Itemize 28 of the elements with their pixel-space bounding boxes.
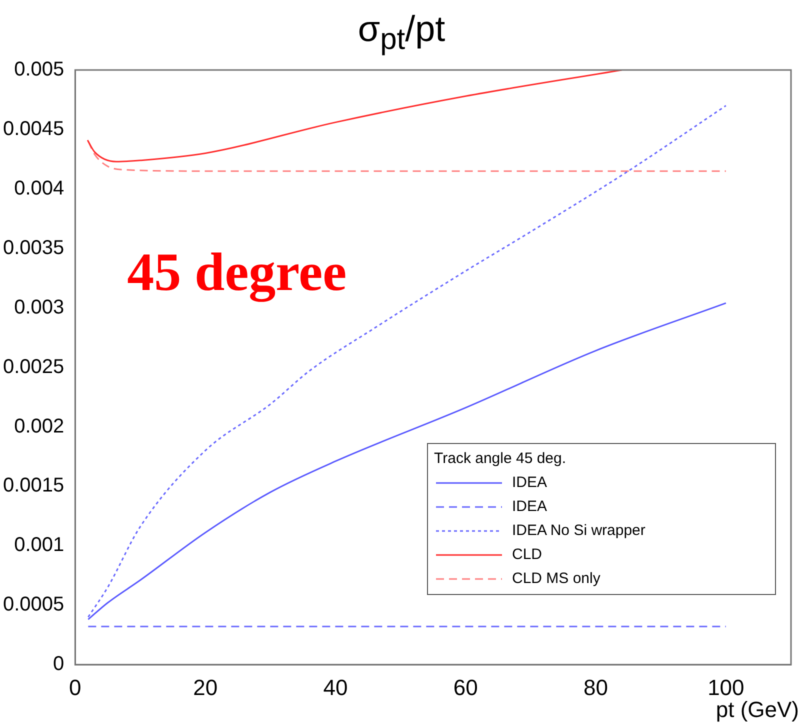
x-tick-label: 100 <box>708 674 744 700</box>
x-tick-label: 40 <box>323 674 348 700</box>
line-series <box>87 104 727 618</box>
y-tick-label: 0.002 <box>14 415 64 438</box>
legend-label: IDEA <box>512 472 548 493</box>
annotation: 45 degree <box>127 242 347 302</box>
y-tick-label: 0.0015 <box>3 474 64 497</box>
y-tick-label: 0.0025 <box>3 356 64 378</box>
x-axis-title: pt (GeV) <box>716 697 799 723</box>
y-tick-label: 0.0045 <box>3 118 64 140</box>
legend-label: CLD <box>512 544 542 565</box>
y-tick-label: 0.005 <box>14 58 64 81</box>
x-tick-label: 80 <box>584 674 608 700</box>
y-tick-label: 0.003 <box>14 296 64 318</box>
chart-title: σ$_{pt}$/pt <box>356 8 446 58</box>
y-tick-label: 0.004 <box>14 177 64 200</box>
y-tick-label: 0.0035 <box>3 236 64 259</box>
y-tick-label: 0 <box>53 653 64 676</box>
line-series <box>87 302 727 620</box>
x-tick-label: 60 <box>453 674 478 700</box>
legend-label: CLD MS only <box>512 568 600 589</box>
x-tick-label: 20 <box>193 674 218 700</box>
legend-title: Track angle 45 deg. <box>434 448 568 469</box>
x-tick-label: 0 <box>69 674 82 700</box>
legend-label: IDEA No Si wrapper <box>512 520 646 541</box>
legend-label: IDEA <box>512 496 548 517</box>
y-tick-label: 0.0005 <box>3 594 64 616</box>
y-tick-label: 0.001 <box>14 534 64 556</box>
